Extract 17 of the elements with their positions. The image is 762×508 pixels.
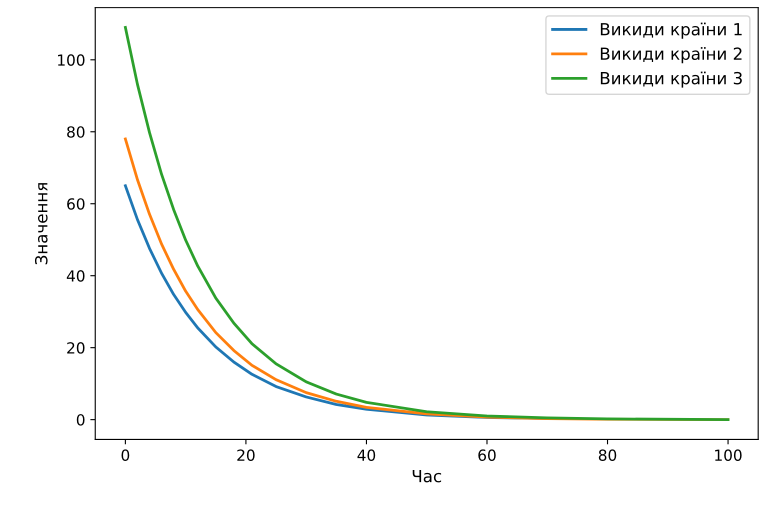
x-tick-label: 80 bbox=[598, 449, 616, 461]
x-tick-label: 20 bbox=[237, 449, 255, 461]
legend-label: Викиди країни 1 bbox=[600, 22, 742, 39]
y-tick-label: 40 bbox=[66, 270, 85, 282]
legend-label: Викиди країни 2 bbox=[600, 47, 742, 64]
x-axis-title: Час bbox=[412, 470, 442, 482]
y-tick-label: 60 bbox=[67, 198, 85, 210]
y-tick-label: 100 bbox=[58, 54, 85, 66]
y-tick-label: 80 bbox=[67, 126, 85, 138]
x-tick-label: 100 bbox=[715, 449, 742, 461]
y-tick-label: 0 bbox=[76, 414, 85, 426]
x-tick-label: 0 bbox=[122, 449, 130, 461]
x-tick-label: 60 bbox=[478, 449, 496, 461]
y-axis-title: Значення bbox=[34, 183, 48, 264]
y-tick-label: 20 bbox=[67, 342, 85, 354]
legend-label: Викиди країни 3 bbox=[600, 72, 742, 88]
x-tick-label: 40 bbox=[357, 449, 376, 461]
